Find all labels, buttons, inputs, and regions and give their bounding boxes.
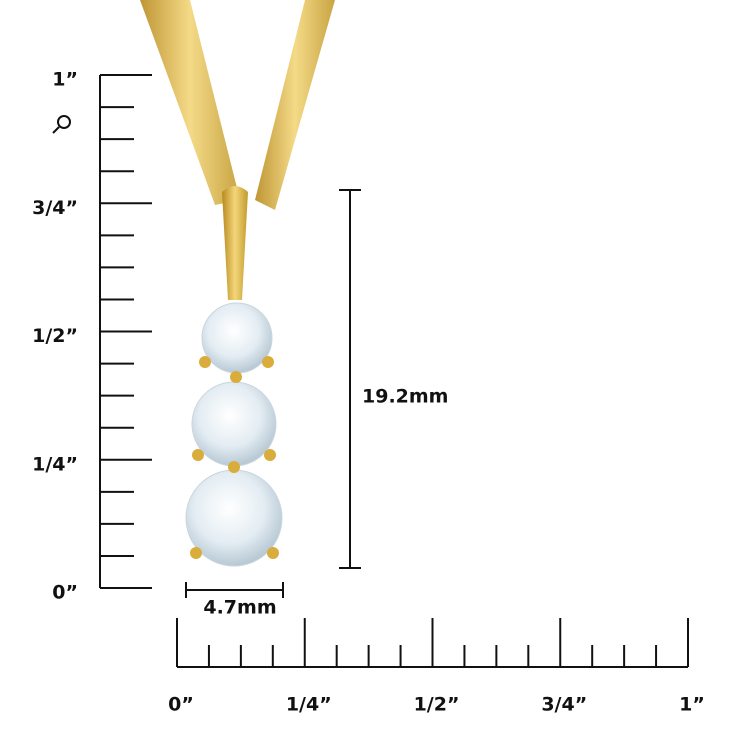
ruler-label: 0”: [52, 582, 78, 604]
ruler-label: 1”: [679, 694, 705, 716]
height-dimension: 19.2mm: [339, 189, 448, 569]
ruler-label: 0”: [168, 694, 194, 716]
ruler-label: 1/4”: [32, 453, 78, 475]
horizontal-ruler: 0” 1/4” 1/2” 3/4” 1”: [168, 618, 705, 716]
height-label: 19.2mm: [362, 386, 448, 408]
width-dimension: 4.7mm: [185, 582, 284, 619]
ruler-label: 3/4”: [32, 197, 78, 219]
ruler-label: 1/2”: [32, 325, 78, 347]
ruler-label: 1/4”: [286, 694, 332, 716]
vertical-ruler: 1” 3/4” 1/2” 1/4” 0”: [32, 69, 152, 604]
ruler-label: 1”: [52, 69, 78, 91]
pendant: [52, 0, 335, 567]
ruler-label: 1/2”: [414, 694, 460, 716]
ruler-label: 3/4”: [541, 694, 587, 716]
width-label: 4.7mm: [203, 597, 276, 619]
